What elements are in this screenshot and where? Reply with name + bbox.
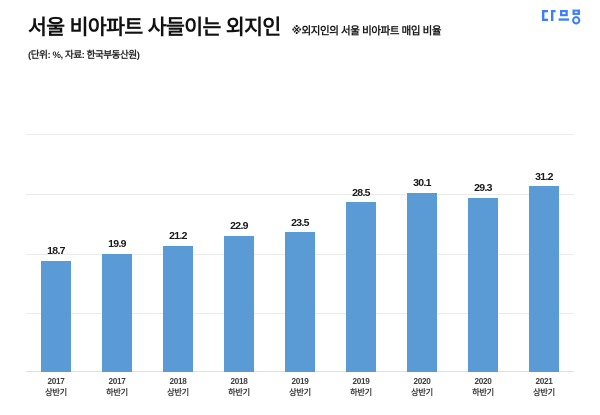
bar[interactable]: [346, 202, 376, 372]
bar-value-label: 21.2: [169, 230, 187, 243]
bar-value-label: 22.9: [230, 220, 248, 233]
x-tick-year: 2019: [352, 377, 370, 386]
bar-value-label: 31.2: [535, 170, 553, 183]
x-tick-half: 상반기: [167, 388, 189, 398]
bar[interactable]: [407, 192, 437, 372]
bar-value-label: 18.7: [47, 245, 65, 258]
x-tick: 2019 상반기: [270, 376, 330, 398]
bar[interactable]: [41, 260, 71, 372]
x-tick: 2021 상반기: [514, 376, 574, 398]
bar-value-label: 23.5: [291, 216, 309, 229]
x-tick-year: 2020: [413, 377, 431, 386]
x-tick: 2019 하반기: [331, 376, 391, 398]
x-tick-year: 2020: [474, 377, 492, 386]
plot-area: 18.7 19.9 21.2 22.9 23.5 28.5: [26, 134, 574, 372]
page-title: 서울 비아파트 사들이는 외지인: [28, 16, 281, 39]
bar-value-label: 29.3: [474, 182, 492, 195]
x-tick-half: 하반기: [106, 388, 128, 398]
bar[interactable]: [285, 232, 315, 372]
x-tick-half: 하반기: [228, 388, 250, 398]
x-tick-year: 2017: [108, 377, 126, 386]
chart-header: 서울 비아파트 사들이는 외지인 ※외지인의 서울 비아파트 매입 비율 (단위…: [0, 0, 600, 72]
bar-slot[interactable]: 31.2: [514, 134, 574, 372]
bar-value-label: 28.5: [352, 186, 370, 199]
chart-subtitle: (단위: %, 자료: 한국부동산원): [28, 50, 140, 61]
bar[interactable]: [529, 186, 559, 372]
bar-slot[interactable]: 23.5: [270, 134, 330, 372]
bar-slot[interactable]: 19.9: [87, 134, 147, 372]
title-row: 서울 비아파트 사들이는 외지인 ※외지인의 서울 비아파트 매입 비율: [28, 16, 442, 39]
x-tick: 2018 하반기: [209, 376, 269, 398]
x-tick-half: 하반기: [350, 388, 372, 398]
bar[interactable]: [102, 253, 132, 372]
x-tick-year: 2019: [291, 377, 309, 386]
bar[interactable]: [468, 197, 498, 372]
x-tick: 2020 상반기: [392, 376, 452, 398]
bar-slot[interactable]: 21.2: [148, 134, 208, 372]
x-tick-half: 상반기: [411, 388, 433, 398]
x-tick-year: 2021: [535, 377, 553, 386]
bar-slot[interactable]: 18.7: [26, 134, 86, 372]
x-tick-year: 2018: [230, 377, 248, 386]
x-tick-half: 상반기: [45, 388, 67, 398]
x-tick: 2017 하반기: [87, 376, 147, 398]
x-axis: 2017 상반기 2017 하반기 2018 상반기 2018 하반기 2019…: [26, 376, 574, 398]
bar-series: 18.7 19.9 21.2 22.9 23.5 28.5: [26, 134, 574, 372]
x-tick: 2017 상반기: [26, 376, 86, 398]
x-tick-year: 2017: [47, 377, 65, 386]
x-tick-year: 2018: [169, 377, 187, 386]
x-tick-half: 상반기: [289, 388, 311, 398]
bar[interactable]: [224, 235, 254, 372]
bar-slot[interactable]: 29.3: [453, 134, 513, 372]
bar-slot[interactable]: 30.1: [392, 134, 452, 372]
x-tick-half: 상반기: [533, 388, 555, 398]
title-annotation: ※외지인의 서울 비아파트 매입 비율: [291, 25, 442, 37]
x-tick-half: 하반기: [472, 388, 494, 398]
dabang-logo-icon: [541, 8, 587, 25]
bar-slot[interactable]: 22.9: [209, 134, 269, 372]
x-tick: 2018 상반기: [148, 376, 208, 398]
x-tick: 2020 하반기: [453, 376, 513, 398]
bar-value-label: 30.1: [413, 177, 431, 190]
bar-slot[interactable]: 28.5: [331, 134, 391, 372]
bar[interactable]: [163, 245, 193, 372]
bar-value-label: 19.9: [108, 238, 126, 251]
gridline-30: [26, 194, 574, 195]
gridline-40: [26, 134, 574, 135]
